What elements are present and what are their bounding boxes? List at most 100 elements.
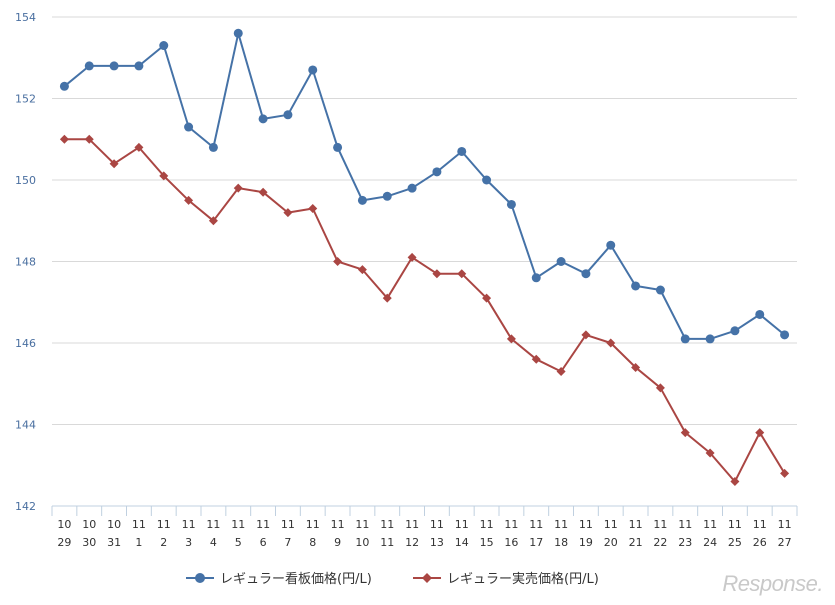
- x-tick-label-month: 11: [554, 518, 568, 531]
- series-layer: [59, 28, 790, 487]
- data-point: [531, 273, 541, 283]
- data-point: [631, 281, 641, 291]
- data-point: [581, 269, 591, 279]
- series-line: [64, 138, 786, 483]
- data-point: [457, 269, 467, 279]
- x-tick-label-month: 11: [579, 518, 593, 531]
- data-point: [84, 134, 94, 144]
- data-point: [333, 142, 343, 152]
- x-tick-label-day: 20: [604, 536, 618, 549]
- data-point: [730, 326, 740, 336]
- x-tick-label-day: 30: [82, 536, 96, 549]
- x-tick-label-day: 17: [529, 536, 543, 549]
- data-point: [432, 167, 442, 177]
- data-point: [506, 199, 516, 209]
- series-2: [59, 134, 790, 487]
- data-point: [655, 285, 665, 295]
- x-tick-label-day: 16: [504, 536, 518, 549]
- y-tick-label: 146: [15, 337, 36, 350]
- x-tick-label-day: 10: [355, 536, 369, 549]
- data-point: [407, 252, 417, 262]
- data-point: [84, 61, 94, 71]
- x-tick-label-day: 9: [334, 536, 341, 549]
- x-tick-label-day: 18: [554, 536, 568, 549]
- data-point: [680, 334, 690, 344]
- x-tick-label-day: 1: [135, 536, 142, 549]
- x-tick-label-day: 29: [57, 536, 71, 549]
- x-tick-label-day: 19: [579, 536, 593, 549]
- x-tick-label-month: 11: [405, 518, 419, 531]
- x-tick-label-month: 11: [206, 518, 220, 531]
- x-tick-label-day: 2: [160, 536, 167, 549]
- data-point: [283, 110, 293, 120]
- data-point: [705, 334, 715, 344]
- x-tick-label-month: 10: [82, 518, 96, 531]
- data-point: [531, 354, 541, 364]
- x-tick-label-month: 11: [455, 518, 469, 531]
- x-tick-label-month: 11: [778, 518, 792, 531]
- x-tick-label-day: 27: [778, 536, 792, 549]
- y-tick-label: 152: [15, 93, 36, 106]
- x-tick-label-day: 25: [728, 536, 742, 549]
- x-tick-label-month: 11: [653, 518, 667, 531]
- data-point: [134, 142, 144, 152]
- data-point: [755, 309, 765, 319]
- data-point: [59, 134, 69, 144]
- data-point: [432, 269, 442, 279]
- x-tick-label-month: 11: [703, 518, 717, 531]
- series-1: [59, 28, 790, 344]
- x-tick-label-day: 14: [455, 536, 469, 549]
- x-tick-label-month: 11: [306, 518, 320, 531]
- data-point: [780, 330, 790, 340]
- y-tick-label: 154: [15, 11, 36, 24]
- x-tick-label-day: 22: [653, 536, 667, 549]
- legend-item-2: レギュラー実売価格(円/L): [413, 571, 599, 587]
- data-point: [482, 175, 492, 185]
- series-line: [63, 32, 786, 340]
- data-point: [233, 28, 243, 38]
- x-tick-label-month: 11: [157, 518, 171, 531]
- data-point: [308, 65, 318, 75]
- legend-label: レギュラー実売価格(円/L): [447, 571, 599, 587]
- legend-marker: [195, 573, 205, 583]
- data-point: [357, 265, 367, 275]
- x-tick-label-month: 10: [107, 518, 121, 531]
- y-tick-label: 144: [15, 419, 36, 432]
- legend: レギュラー看板価格(円/L) レギュラー実売価格(円/L): [186, 571, 599, 587]
- x-tick-label-day: 11: [380, 536, 394, 549]
- x-tick-label-day: 26: [753, 536, 767, 549]
- x-tick-label-day: 12: [405, 536, 419, 549]
- y-tick-label: 150: [15, 174, 36, 187]
- x-tick-label-day: 23: [678, 536, 692, 549]
- response-logo: Response.: [722, 571, 823, 596]
- x-tick-label-month: 11: [629, 518, 643, 531]
- y-tick-label: 142: [15, 500, 36, 513]
- data-point: [184, 195, 194, 205]
- x-tick-label-month: 11: [231, 518, 245, 531]
- data-point: [333, 257, 343, 266]
- x-tick-label-day: 31: [107, 536, 121, 549]
- data-point: [457, 146, 467, 156]
- data-point: [159, 171, 169, 181]
- x-tick-label-month: 11: [355, 518, 369, 531]
- data-point: [655, 383, 665, 393]
- data-point: [308, 204, 318, 214]
- x-tick-label-month: 11: [728, 518, 742, 531]
- data-point: [258, 187, 268, 197]
- data-point: [407, 183, 417, 193]
- x-tick-label-month: 11: [480, 518, 494, 531]
- data-point: [233, 183, 243, 193]
- x-tick-label-month: 10: [57, 518, 71, 531]
- x-tick-label-day: 3: [185, 536, 192, 549]
- data-point: [680, 428, 690, 438]
- x-tick-label-day: 7: [284, 536, 291, 549]
- data-point: [184, 122, 194, 132]
- data-point: [283, 208, 293, 218]
- data-point: [109, 61, 119, 71]
- x-tick-label-month: 11: [504, 518, 518, 531]
- x-tick-label-day: 8: [309, 536, 316, 549]
- data-point: [631, 362, 641, 372]
- axes: 1421441461481501521541029103010311111121…: [15, 11, 798, 549]
- x-tick-label-day: 13: [430, 536, 444, 549]
- data-point: [556, 367, 566, 377]
